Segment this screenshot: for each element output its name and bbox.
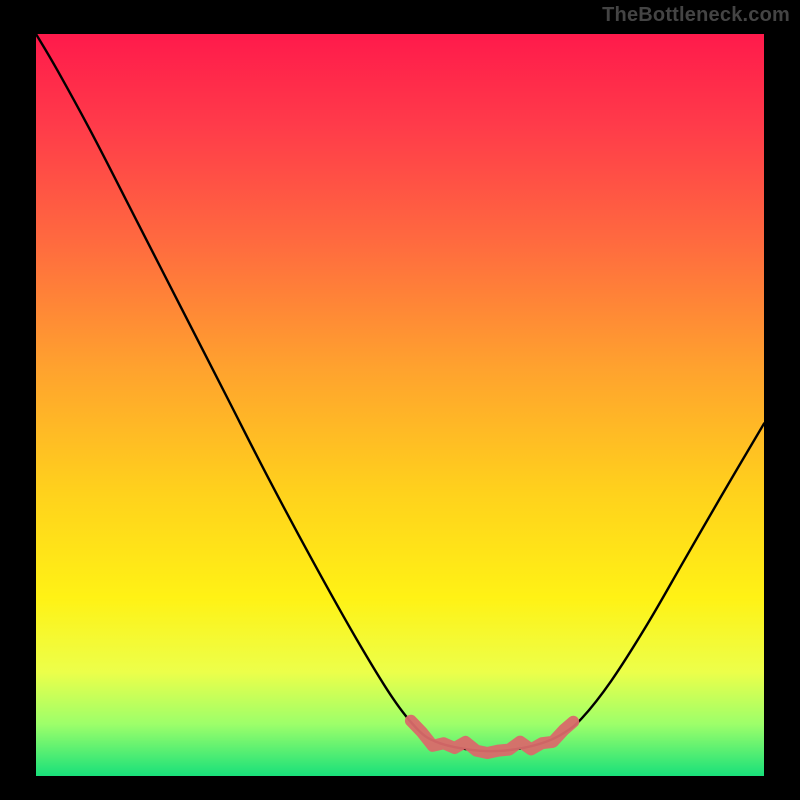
chart-svg [36, 34, 764, 776]
watermark-text: TheBottleneck.com [602, 4, 790, 27]
plot-area [36, 34, 764, 776]
stage: TheBottleneck.com [0, 0, 800, 800]
chart-background [36, 34, 764, 776]
